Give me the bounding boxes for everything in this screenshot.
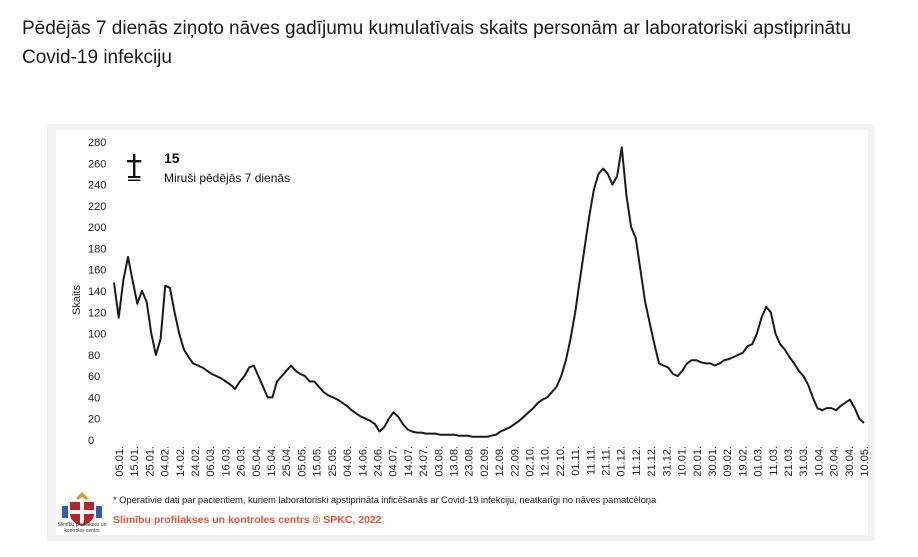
y-tick-label: 120 [88, 307, 106, 319]
x-tick-label: 12.09. [494, 446, 506, 477]
chart-panel [56, 130, 868, 535]
x-tick-label: 04.06. [342, 446, 354, 477]
y-tick-label: 100 [88, 329, 106, 341]
x-tick-label: 20.04. [829, 446, 841, 477]
x-tick-label: 04.02. [160, 446, 172, 477]
x-tick-label: 25.01. [144, 446, 156, 477]
x-tick-label: 25.04. [281, 446, 293, 477]
x-tick-label: 26.03. [236, 446, 248, 477]
x-tick-label: 12.10. [540, 446, 552, 477]
y-tick-label: 0 [88, 435, 94, 447]
x-tick-label: 19.02. [737, 446, 749, 477]
x-tick-label: 11.03. [768, 446, 780, 476]
y-tick-label: 160 [88, 265, 106, 277]
footnote: * Operatīvie dati par pacientiem, kuriem… [113, 495, 657, 506]
x-tick-label: 14.02. [175, 446, 187, 477]
x-tick-label: 31.03. [798, 446, 810, 477]
x-tick-label: 23.08. [464, 446, 476, 477]
x-tick-label: 03.08. [433, 446, 445, 477]
x-tick-label: 11.12. [631, 446, 643, 476]
x-tick-label: 22.09. [509, 446, 521, 477]
x-tick-label: 02.10. [525, 446, 537, 477]
y-tick-label: 260 [88, 158, 106, 170]
y-tick-label: 280 [88, 137, 106, 149]
x-tick-label: 06.03. [205, 446, 217, 477]
y-axis-label: Skaits [71, 285, 83, 315]
y-tick-label: 220 [88, 201, 106, 213]
x-tick-label: 31.12. [661, 446, 673, 477]
x-tick-label: 05.04. [251, 446, 263, 477]
y-tick-label: 40 [88, 392, 100, 404]
series-line [113, 146, 865, 438]
x-tick-label: 15.04. [266, 446, 278, 477]
cross-icon [127, 154, 142, 181]
x-tick-label: 24.06. [372, 446, 384, 477]
x-tick-label: 30.04. [844, 446, 856, 477]
x-tick-label: 01.03. [753, 446, 765, 477]
x-tick-label: 24.07. [418, 446, 430, 477]
spkc-logo [62, 492, 102, 526]
x-tick-label: 20.01. [692, 446, 704, 477]
y-tick-label: 200 [88, 222, 106, 234]
y-axis-ticks: 0 20 40 60 80 100 120 140 160 180 200 220 240 260 280 [88, 137, 106, 447]
x-tick-label: 14.06. [357, 446, 369, 477]
source-credit: Slimību profilakses un kontroles centrs … [113, 514, 382, 526]
x-tick-label: 16.03. [220, 446, 232, 477]
x-tick-label: 01.12. [616, 446, 628, 477]
x-tick-label: 15.01. [129, 446, 141, 477]
x-tick-label: 10.05. [859, 446, 871, 477]
x-tick-label: 02.09. [479, 446, 491, 477]
x-tick-label: 01.11. [570, 446, 582, 476]
x-tick-label: 10.04. [813, 446, 825, 477]
x-tick-label: 04.07. [388, 446, 400, 477]
x-tick-label: 10.01. [677, 446, 689, 477]
x-tick-label: 30.01. [707, 446, 719, 477]
x-tick-label: 15.05. [312, 446, 324, 477]
x-tick-label: 05.01. [114, 446, 126, 477]
y-tick-label: 140 [88, 286, 106, 298]
x-tick-label: 14.07. [403, 446, 415, 477]
deaths-label: Miruši pēdējās 7 dienās [164, 171, 291, 185]
x-tick-label: 25.05. [327, 446, 339, 477]
deaths-count: 15 [164, 150, 180, 166]
x-tick-label: 11.11. [585, 446, 597, 475]
page-title: Pēdējās 7 dienās ziņoto nāves gadījumu k… [22, 18, 852, 68]
y-tick-label: 240 [88, 180, 106, 192]
y-tick-label: 60 [88, 371, 100, 383]
logo-caption: Slimību profilakses un kontroles centrs [57, 522, 107, 534]
x-tick-label: 24.02. [190, 446, 202, 477]
y-tick-label: 20 [88, 414, 100, 426]
x-axis-ticks: 05.01. 15.01. 25.01. 04.02. 14.02. 24.02. 06.0… [114, 446, 871, 477]
y-tick-label: 80 [88, 350, 100, 362]
x-tick-label: 21.12. [646, 446, 658, 477]
x-tick-label: 09.02. [722, 446, 734, 477]
x-tick-label: 21.03. [783, 446, 795, 477]
x-tick-label: 05.05. [296, 446, 308, 477]
x-tick-label: 22.10. [555, 446, 567, 477]
y-tick-label: 180 [88, 243, 106, 255]
x-tick-label: 13.08. [448, 446, 460, 477]
x-tick-label: 21.11. [601, 446, 613, 476]
